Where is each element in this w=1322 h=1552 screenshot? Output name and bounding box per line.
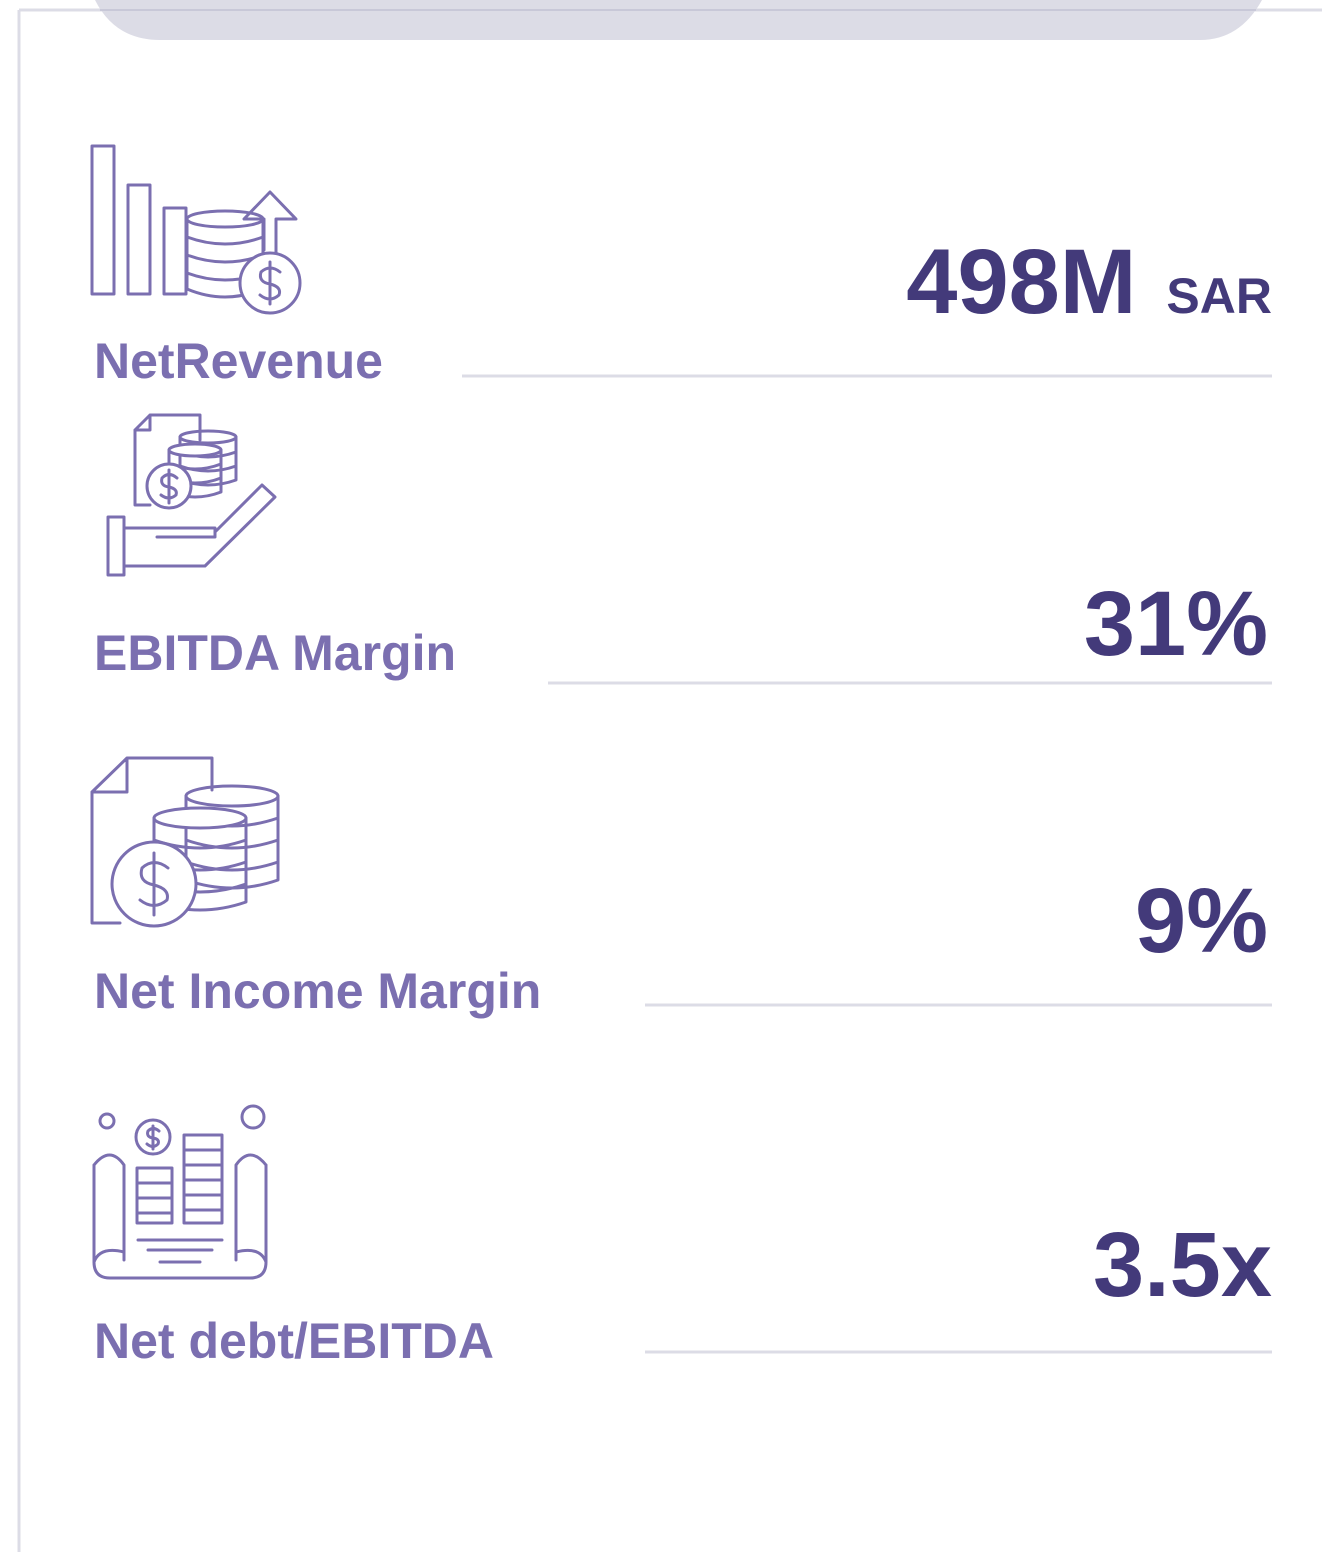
header-band xyxy=(95,0,1262,40)
net-debt-icon xyxy=(92,1104,268,1280)
kpi-value: 3.5x xyxy=(1093,1214,1272,1316)
kpi-label: EBITDA Margin xyxy=(94,625,456,681)
ebitda-icon xyxy=(106,413,277,577)
kpi-value: 31% xyxy=(1084,573,1268,675)
revenue-icon xyxy=(90,144,302,315)
kpi-value-number: 498M xyxy=(906,231,1136,333)
net-income-icon xyxy=(90,756,280,928)
kpi-unit: SAR xyxy=(1166,268,1272,324)
kpi-label: Net debt/EBITDA xyxy=(94,1313,494,1369)
kpi-label: Net Income Margin xyxy=(94,963,541,1019)
kpi-value: 9% xyxy=(1135,870,1268,972)
kpi-label: NetRevenue xyxy=(94,333,383,389)
kpi-value: 498M SAR xyxy=(906,231,1272,333)
